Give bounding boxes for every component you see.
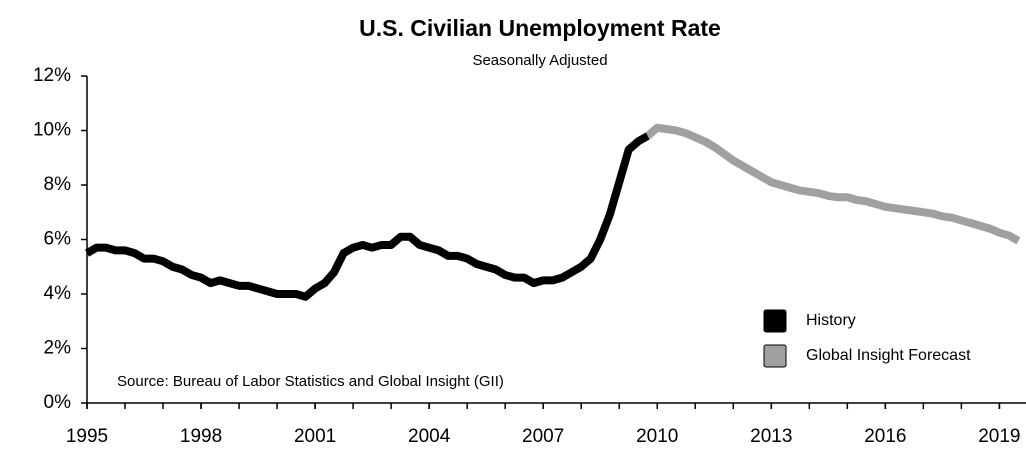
series-line bbox=[645, 123, 1021, 245]
x-tick-label: 2004 bbox=[408, 426, 451, 447]
chart-subtitle: Seasonally Adjusted bbox=[472, 52, 607, 69]
y-tick-label: 10% bbox=[33, 120, 71, 141]
x-tick-label: 2016 bbox=[864, 426, 906, 447]
y-tick-label: 12% bbox=[33, 65, 71, 86]
x-tick-label: 2019 bbox=[978, 426, 1020, 447]
y-tick-label: 4% bbox=[44, 283, 72, 304]
x-tick-label: 1995 bbox=[66, 426, 108, 447]
chart-title: U.S. Civilian Unemployment Rate bbox=[359, 15, 721, 41]
y-tick-label: 8% bbox=[44, 174, 72, 195]
legend-swatch bbox=[763, 344, 787, 368]
series-line bbox=[85, 132, 650, 301]
legend-label: History bbox=[806, 312, 856, 329]
x-tick-label: 2013 bbox=[750, 426, 792, 447]
x-tick-label: 1998 bbox=[180, 426, 222, 447]
x-tick-label: 2007 bbox=[522, 426, 564, 447]
y-tick-label: 2% bbox=[44, 338, 72, 359]
y-tick-label: 0% bbox=[44, 392, 72, 413]
x-tick-label: 2001 bbox=[294, 426, 336, 447]
y-tick-label: 6% bbox=[44, 229, 72, 250]
legend-swatch bbox=[763, 309, 787, 333]
legend-label: Global Insight Forecast bbox=[806, 347, 971, 364]
x-tick-label: 2010 bbox=[636, 426, 678, 447]
source-note: Source: Bureau of Labor Statistics and G… bbox=[117, 373, 504, 390]
